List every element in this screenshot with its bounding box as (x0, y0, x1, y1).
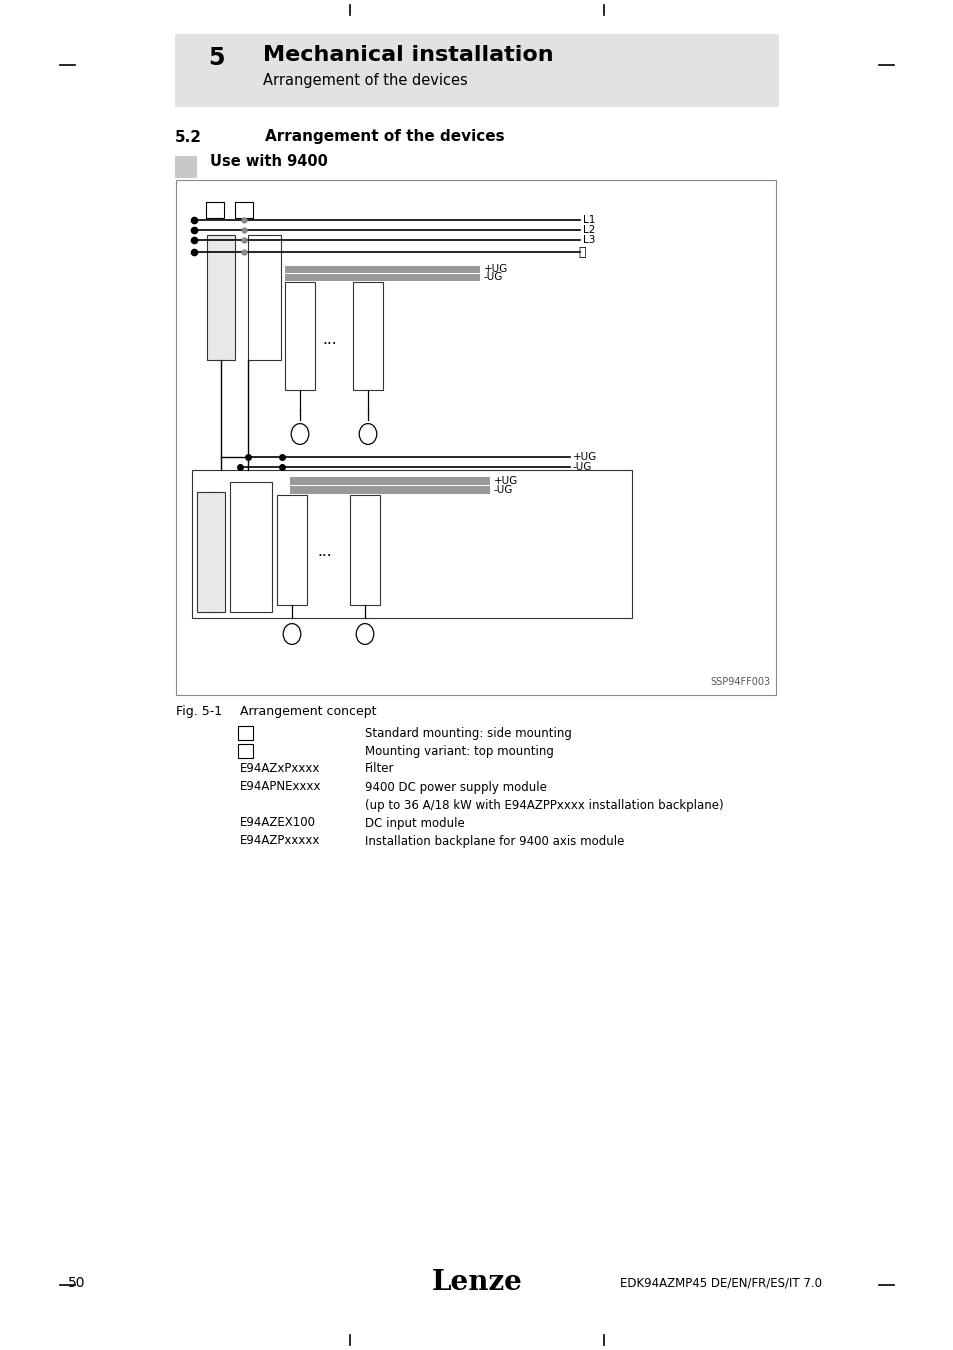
Bar (234, 202, 253, 217)
Text: A: A (242, 729, 249, 737)
Bar (175, 180, 775, 695)
Text: E94APNExxxx: E94APNExxxx (253, 518, 258, 566)
Text: E94AZxPxxxx: E94AZxPxxxx (240, 763, 320, 775)
Text: +UG: +UG (573, 452, 597, 462)
Text: 3~: 3~ (362, 435, 374, 444)
Text: Standard mounting: side mounting: Standard mounting: side mounting (365, 726, 571, 740)
Text: E94AZEX100: E94AZEX100 (240, 817, 315, 829)
Bar (196, 491, 225, 612)
Text: 5.2: 5.2 (174, 130, 202, 144)
Bar (290, 477, 490, 485)
Text: B: B (242, 747, 249, 756)
Text: 3~: 3~ (294, 435, 305, 444)
Ellipse shape (359, 424, 376, 444)
Bar (174, 157, 196, 178)
Bar (290, 486, 490, 494)
Text: Arrangement concept: Arrangement concept (240, 706, 376, 718)
Bar (237, 726, 253, 740)
Text: E94AZPxxxxx: E94AZPxxxxx (363, 310, 372, 362)
Text: -UG: -UG (573, 462, 592, 472)
Text: SSP94FF003: SSP94FF003 (710, 676, 770, 687)
Text: +UG: +UG (494, 477, 517, 486)
Text: E94APNExxxx: E94APNExxxx (240, 780, 321, 794)
Text: L1: L1 (582, 215, 595, 225)
Text: M: M (361, 626, 369, 636)
Text: E94AZEX100: E94AZEX100 (260, 273, 269, 323)
Bar (353, 282, 382, 390)
Text: Installation backplane for 9400 axis module: Installation backplane for 9400 axis mod… (365, 834, 623, 848)
Bar (230, 482, 272, 612)
Text: E94AZPxxxxx: E94AZPxxxxx (295, 310, 304, 362)
Text: ...: ... (317, 544, 332, 559)
Text: E94AZxPxxxx: E94AZxPxxxx (206, 526, 215, 578)
Bar (248, 235, 281, 360)
Bar (350, 495, 379, 605)
Bar (276, 495, 307, 605)
Text: M: M (364, 427, 372, 436)
Text: 3~: 3~ (286, 634, 297, 644)
Text: (E94AZPPxxxx): (E94AZPPxxxx) (243, 524, 248, 571)
Text: Arrangement of the devices: Arrangement of the devices (263, 73, 467, 88)
Text: E94AZPxxxxx: E94AZPxxxxx (360, 524, 369, 576)
Text: Arrangement of the devices: Arrangement of the devices (265, 130, 504, 144)
Text: +UG: +UG (483, 265, 508, 274)
Bar (206, 202, 224, 217)
Text: L3: L3 (582, 235, 595, 244)
Text: 9400 DC power supply module: 9400 DC power supply module (365, 780, 546, 794)
Bar (174, 34, 779, 107)
Text: 5: 5 (208, 46, 224, 70)
Text: -UG: -UG (494, 485, 513, 495)
Text: E94AZPxxxxx: E94AZPxxxxx (240, 834, 320, 848)
Text: E94AZPxxxxx: E94AZPxxxxx (287, 524, 296, 576)
Text: Lenze: Lenze (431, 1269, 522, 1296)
Text: EDK94AZMP45 DE/EN/FR/ES/IT 7.0: EDK94AZMP45 DE/EN/FR/ES/IT 7.0 (619, 1277, 821, 1289)
Ellipse shape (283, 624, 300, 644)
Text: Filter: Filter (365, 763, 395, 775)
Text: L2: L2 (582, 225, 595, 235)
Bar (285, 274, 479, 281)
Bar (207, 235, 234, 360)
Text: ...: ... (322, 332, 337, 347)
Text: E94AZxPxxxx: E94AZxPxxxx (216, 271, 225, 324)
Text: Mounting variant: top mounting: Mounting variant: top mounting (365, 744, 554, 757)
Text: ⏚: ⏚ (578, 246, 585, 258)
Text: M: M (295, 427, 304, 436)
Text: -UG: -UG (483, 273, 503, 282)
Text: Mechanical installation: Mechanical installation (263, 45, 553, 65)
Ellipse shape (355, 624, 374, 644)
Text: (up to 36 A/18 kW with E94AZPPxxxx installation backplane): (up to 36 A/18 kW with E94AZPPxxxx insta… (365, 798, 723, 811)
Text: 3~: 3~ (359, 634, 370, 644)
Text: DC input module: DC input module (365, 817, 464, 829)
Text: A: A (212, 205, 218, 215)
Ellipse shape (291, 424, 309, 444)
Bar (285, 266, 479, 273)
Text: M: M (288, 626, 295, 636)
Text: B: B (240, 205, 247, 215)
Text: 50: 50 (68, 1276, 86, 1291)
Bar (285, 282, 314, 390)
Bar (237, 744, 253, 757)
Text: Fig. 5-1: Fig. 5-1 (175, 706, 222, 718)
Text: Use with 9400: Use with 9400 (210, 154, 328, 170)
Bar (192, 470, 631, 618)
